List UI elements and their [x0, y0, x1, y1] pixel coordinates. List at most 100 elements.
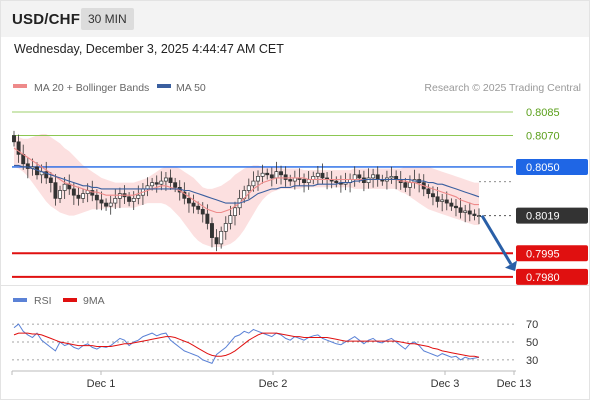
candle-body — [159, 180, 164, 185]
candle-body — [71, 188, 76, 196]
candle-body — [449, 202, 454, 207]
candle-body — [320, 172, 325, 179]
candle-body — [246, 185, 251, 191]
rsi-legend-label: RSI — [34, 295, 52, 307]
candle-body — [131, 198, 136, 202]
candle-body — [463, 210, 468, 213]
candle-body — [205, 213, 210, 224]
candle-body — [260, 172, 265, 177]
ma20-line — [13, 147, 479, 214]
rsi-ma-legend-swatch — [63, 298, 77, 302]
candle-body — [357, 174, 362, 179]
candle-body — [94, 194, 99, 201]
candle-body — [53, 182, 58, 199]
rsi-ma-legend-label: 9MA — [83, 295, 105, 307]
level-label-0.7995: 0.7995 — [526, 248, 560, 260]
candle-body — [251, 180, 256, 187]
candle-body — [200, 208, 205, 215]
candle-body — [117, 193, 122, 199]
rsi-tick-label-50: 50 — [526, 337, 538, 349]
candle-body — [371, 174, 376, 179]
candle-body — [150, 182, 155, 187]
level-label-0.8050: 0.8050 — [526, 162, 560, 174]
candle-body — [440, 199, 445, 202]
candle-body — [196, 205, 201, 210]
candle-body — [458, 207, 463, 213]
candle-body — [265, 172, 270, 176]
ma20-legend-swatch — [13, 84, 27, 88]
candle-body — [154, 182, 159, 185]
candle-body — [233, 207, 237, 216]
level-label-0.8085: 0.8085 — [526, 107, 560, 119]
ma50-legend-swatch — [157, 84, 171, 88]
candle-body — [269, 174, 274, 179]
candle-body — [223, 223, 228, 232]
chart-datetime: Wednesday, December 3, 2025 4:44:47 AM C… — [14, 42, 284, 56]
rsi-tick-label-70: 70 — [526, 319, 538, 331]
candle-body — [279, 171, 283, 176]
candle-body — [99, 199, 104, 204]
chart-header: USD/CHF 30 MIN — [1, 1, 589, 37]
level-badge-0.8050 — [516, 158, 588, 175]
candle-body — [352, 174, 357, 180]
candle-body — [256, 176, 260, 182]
candle-body — [12, 135, 16, 143]
candle-body — [81, 193, 86, 199]
candle-body — [108, 202, 113, 207]
x-tick-label-Dec-1: Dec 1 — [87, 378, 116, 390]
candle-body — [366, 177, 371, 183]
timeframe-badge[interactable]: 30 MIN — [81, 8, 134, 30]
x-tick-label-Dec-3: Dec 3 — [431, 378, 460, 390]
projection-arrow-line — [480, 214, 513, 265]
candle-body — [113, 198, 118, 204]
candle-body — [426, 188, 431, 194]
candle-body — [90, 190, 95, 196]
rsi-tick-label-30: 30 — [526, 355, 538, 367]
candle-body — [210, 223, 214, 238]
candle-body — [302, 179, 307, 183]
candle-body — [104, 202, 109, 207]
x-tick-label-Dec-2: Dec 2 — [259, 378, 288, 390]
ma50-legend-label: MA 50 — [176, 82, 206, 94]
rsi-line — [13, 323, 480, 365]
level-label-0.8070: 0.8070 — [526, 131, 560, 143]
candle-body — [274, 171, 279, 179]
candle-body — [472, 213, 477, 216]
candle-body — [76, 194, 81, 199]
panel-divider — [1, 285, 589, 286]
candle-body — [334, 180, 339, 183]
candle-body — [58, 190, 63, 199]
candle-body — [163, 177, 168, 182]
credit-text: Research © 2025 Trading Central — [424, 82, 581, 94]
candle-body — [16, 141, 21, 155]
candle-body — [62, 183, 67, 191]
candle-body — [186, 198, 191, 204]
projection-arrow-head — [504, 260, 518, 272]
candle-body — [435, 196, 440, 202]
bollinger-band-fill — [14, 134, 479, 247]
candle-body — [191, 202, 196, 207]
candle-body — [288, 179, 293, 182]
candle-body — [375, 174, 380, 180]
candle-body — [168, 177, 173, 183]
level-badge-0.7980 — [516, 268, 588, 285]
rsi-ma-line — [13, 332, 480, 358]
candle-body — [25, 163, 30, 169]
candle-body — [407, 182, 412, 188]
ma50-line — [14, 164, 480, 204]
x-tick-label-Dec-13: Dec 13 — [497, 378, 532, 390]
candle-body — [44, 171, 49, 179]
candle-body — [467, 210, 472, 215]
level-label-0.8019: 0.8019 — [526, 211, 560, 223]
level-label-0.7980: 0.7980 — [526, 272, 560, 284]
candle-body — [136, 194, 141, 199]
level-badge-0.8019 — [516, 207, 588, 224]
rsi-legend-swatch — [13, 298, 27, 302]
candle-body — [444, 199, 449, 204]
candle-body — [48, 177, 53, 183]
candle-body — [173, 182, 178, 188]
instrument-title: USD/CHF — [12, 11, 81, 28]
candle-body — [219, 230, 224, 245]
